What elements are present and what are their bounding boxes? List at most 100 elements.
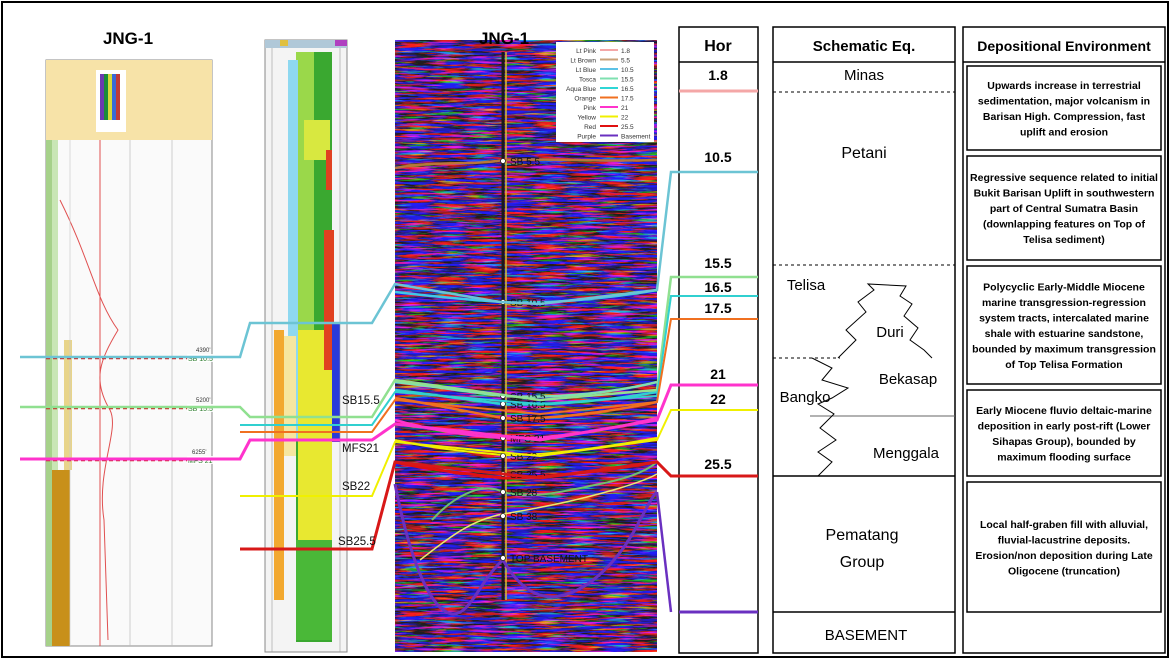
horizon-value: 21 (710, 366, 726, 382)
log-mfs21-label: MFS 21 (188, 458, 213, 465)
environment-text: Oligocene (truncation) (1008, 565, 1120, 577)
hor-values: 1.8 10.5 15.5 16.5 17.5 21 22 25.5 (704, 67, 731, 472)
seismic-horizon-label: SB 16.5 (510, 400, 546, 411)
hor-header: Hor (704, 38, 732, 55)
legend-name: Red (584, 124, 596, 131)
environment-text: Telisa sediment) (1023, 234, 1105, 246)
environment-text: Upwards increase in terrestrial (987, 80, 1141, 92)
legend-name: Tosca (579, 77, 596, 84)
legend-value: 25.5 (621, 124, 634, 131)
well-tie-marker (500, 453, 506, 459)
environment-box (966, 389, 1162, 477)
well-tie-marker (500, 415, 506, 421)
legend-name: Lt Pink (576, 48, 597, 55)
environment-text: part of Central Sumatra Basin (990, 203, 1138, 215)
minas-label: Minas (844, 67, 884, 84)
environment-boxes: Upwards increase in terrestrial sedimenta… (966, 65, 1162, 613)
seismic-horizon-label: SB 38 (510, 512, 538, 523)
basement-label: BASEMENT (825, 627, 908, 644)
horizon-value: 25.5 (704, 456, 731, 472)
side-horizon-label: SB22 (342, 481, 370, 493)
legend-value: 16.5 (621, 86, 634, 93)
depth-label: 6255' (192, 450, 207, 456)
legend-name: Orange (574, 96, 596, 103)
log-header-block (46, 60, 212, 140)
legend-name: Lt Brown (570, 58, 596, 65)
horizon-value: 15.5 (704, 255, 731, 271)
environment-column: Depositional Environment Upwards increas… (962, 26, 1166, 654)
legend-value: 5.5 (621, 58, 630, 65)
seismic-section-panel: JNG-1 Lt Pink 1.8 Lt Brown 5.5 Lt Blue 10.5 To… (393, 29, 659, 652)
environment-header: Depositional Environment (977, 38, 1151, 54)
horizon-value: 22 (710, 391, 726, 407)
seismic-horizon-label: SB 22 (510, 452, 538, 463)
seismic-horizon-label: SB 28 (510, 488, 538, 499)
duri-wedge (837, 283, 933, 359)
group-label: Group (840, 554, 885, 571)
pematang-label: Pematang (826, 527, 899, 544)
legend-name: Purple (577, 134, 596, 141)
environment-box (966, 265, 1162, 385)
bangko-label: Bangko (780, 389, 831, 406)
environment-text: Regressive sequence related to initial (970, 172, 1158, 184)
environment-text: Erosion/non deposition during Late (975, 550, 1152, 562)
well-tie-marker (500, 158, 506, 164)
environment-box (966, 155, 1162, 261)
horizon-value: 10.5 (704, 149, 731, 165)
environment-box (966, 481, 1162, 613)
schematic-column: Schematic Eq. Minas Petani Telisa Duri B… (772, 26, 956, 654)
well-tie-marker (500, 513, 506, 519)
environment-text: Early Miocene fluvio deltaic-marine (976, 405, 1152, 417)
log-sheet (45, 59, 213, 647)
environment-text: bounded by maximum transgression (972, 343, 1156, 355)
horizon-value: 1.8 (708, 67, 728, 83)
environment-text: shale with estuarine sandstone, (985, 328, 1144, 340)
side-labels: SB15.5 MFS21 SB22 SB25.5 (338, 395, 380, 548)
environment-text: fluvial-lacustrine deposits. (998, 534, 1131, 546)
bekasap-label: Bekasap (879, 371, 937, 388)
telisa-label: Telisa (787, 277, 826, 294)
environment-text: uplift and erosion (1020, 126, 1108, 138)
legend-rows: Lt Pink 1.8 Lt Brown 5.5 Lt Blue 10.5 Tosca 15.… (566, 48, 650, 141)
side-horizon-label: SB25.5 (338, 536, 376, 548)
environment-text: maximum flooding surface (997, 451, 1131, 463)
depth-label: 4390' (196, 348, 211, 354)
well-tie-marker (500, 401, 506, 407)
depth-label: 5200' (196, 398, 211, 404)
environment-text: deposition in early post-rift (Lower (978, 420, 1151, 432)
well-title-left: JNG-1 (103, 29, 153, 48)
composite-log-panel: JNG-1 4390' 5200' 6255' SB 10.5 SB 15.5 … (45, 29, 213, 647)
environment-text: Bukit Barisan Uplift in southwestern (974, 188, 1155, 200)
bangko-wedge (811, 357, 850, 477)
horizon-value: 16.5 (704, 279, 731, 295)
well-tie-marker (500, 489, 506, 495)
environment-text: Sihapas Group), bounded by (992, 436, 1136, 448)
environment-text: Polycyclic Early-Middle Miocene (983, 281, 1145, 293)
duri-label: Duri (876, 324, 904, 341)
well-tie-marker (500, 555, 506, 561)
legend-value: 17.5 (621, 96, 634, 103)
side-horizon-label: SB15.5 (342, 395, 380, 407)
horizon-value: 17.5 (704, 300, 731, 316)
environment-text: system tracts, intercalated marine (979, 312, 1149, 324)
environment-text: sedimentation, major volcanism in (978, 95, 1150, 107)
log-sb105-label: SB 10.5 (188, 356, 213, 363)
lithology-log-panel (264, 39, 348, 653)
environment-text: (downlapping features on Top of (983, 219, 1145, 231)
legend-name: Lt Blue (576, 67, 597, 74)
environment-text: Local half-graben fill with alluvial, (980, 519, 1148, 531)
legend-value: 10.5 (621, 67, 634, 74)
seismic-horizon-label: TOP BASEMENT (510, 554, 588, 565)
legend-value: 15.5 (621, 77, 634, 84)
legend-value: Basement (621, 134, 650, 141)
legend-value: 1.8 (621, 48, 630, 55)
environment-text: of Top Telisa Formation (1005, 359, 1122, 371)
schematic-header: Schematic Eq. (813, 38, 916, 55)
legend-name: Yellow (577, 115, 596, 122)
environment-text: Barisan High. Compression, fast (983, 111, 1146, 123)
seismic-horizon-label: SB 17.5 (510, 414, 546, 425)
legend-value: 22 (621, 115, 629, 122)
menggala-label: Menggala (873, 445, 940, 462)
